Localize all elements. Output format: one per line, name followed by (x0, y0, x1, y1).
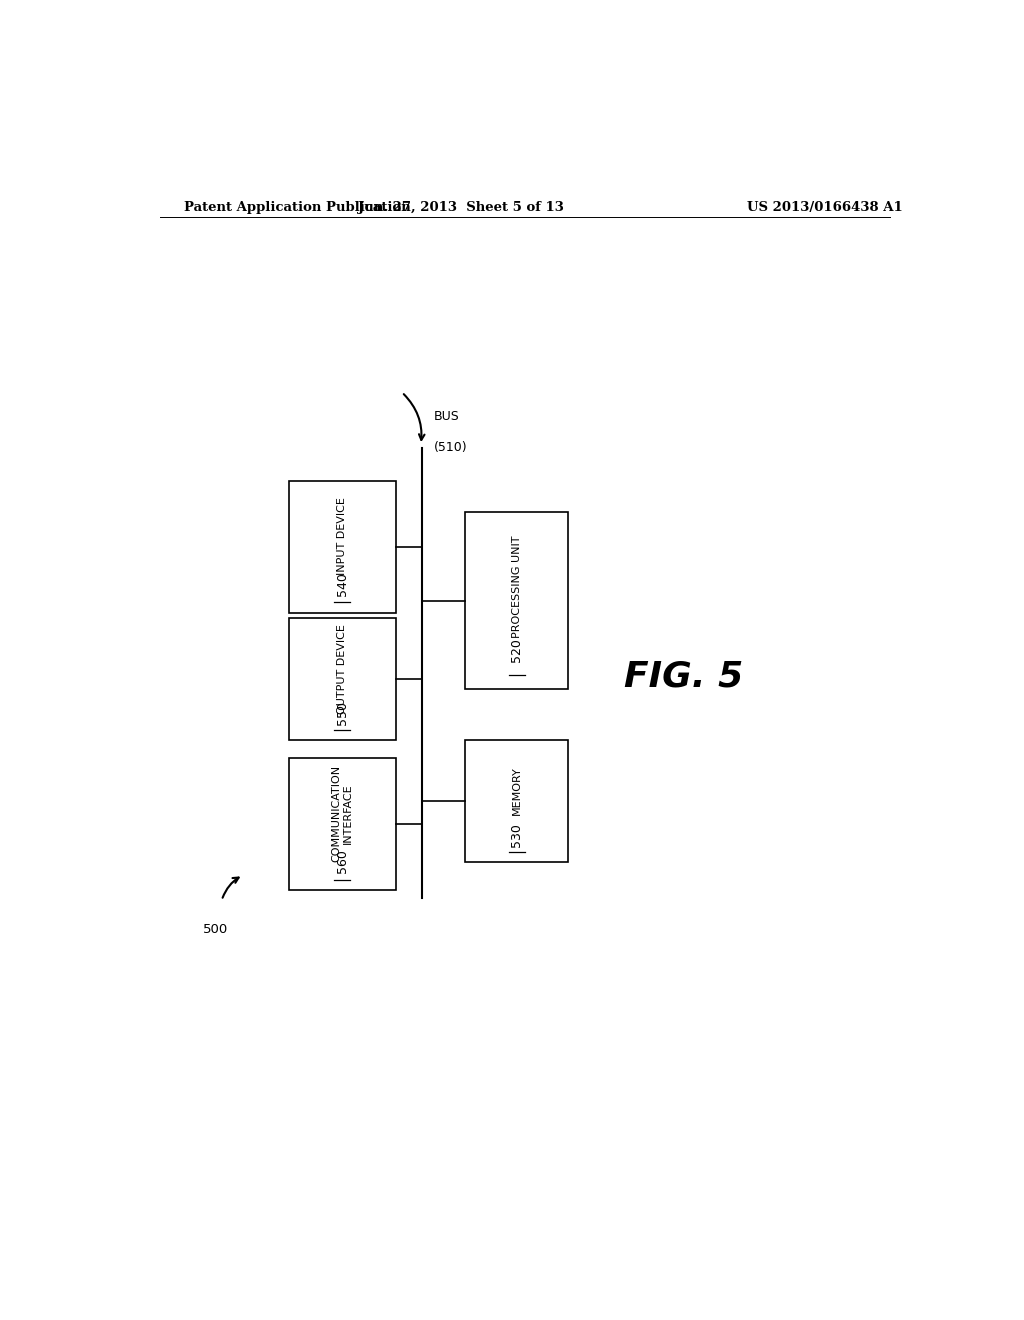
Bar (465, 739, 568, 862)
Bar (289, 758, 396, 890)
Text: BUS: BUS (433, 409, 460, 422)
Text: MEMORY: MEMORY (512, 767, 522, 816)
Text: Jun. 27, 2013  Sheet 5 of 13: Jun. 27, 2013 Sheet 5 of 13 (358, 201, 564, 214)
Text: 560: 560 (336, 849, 349, 873)
Text: 550: 550 (336, 701, 349, 725)
Text: 530: 530 (510, 822, 523, 847)
Text: PROCESSING UNIT: PROCESSING UNIT (512, 535, 522, 638)
Bar (289, 618, 396, 739)
Text: Patent Application Publication: Patent Application Publication (183, 201, 411, 214)
Text: 500: 500 (204, 923, 228, 936)
Text: 520: 520 (510, 639, 523, 663)
Bar (289, 480, 396, 612)
Text: US 2013/0166438 A1: US 2013/0166438 A1 (748, 201, 903, 214)
Text: COMMUNICATION
INTERFACE: COMMUNICATION INTERFACE (332, 766, 353, 862)
Text: INPUT DEVICE: INPUT DEVICE (337, 498, 347, 576)
Text: FIG. 5: FIG. 5 (624, 660, 743, 694)
Text: (510): (510) (433, 441, 467, 454)
Bar (465, 512, 568, 689)
Text: OUTPUT DEVICE: OUTPUT DEVICE (337, 624, 347, 714)
Text: 540: 540 (336, 572, 349, 595)
